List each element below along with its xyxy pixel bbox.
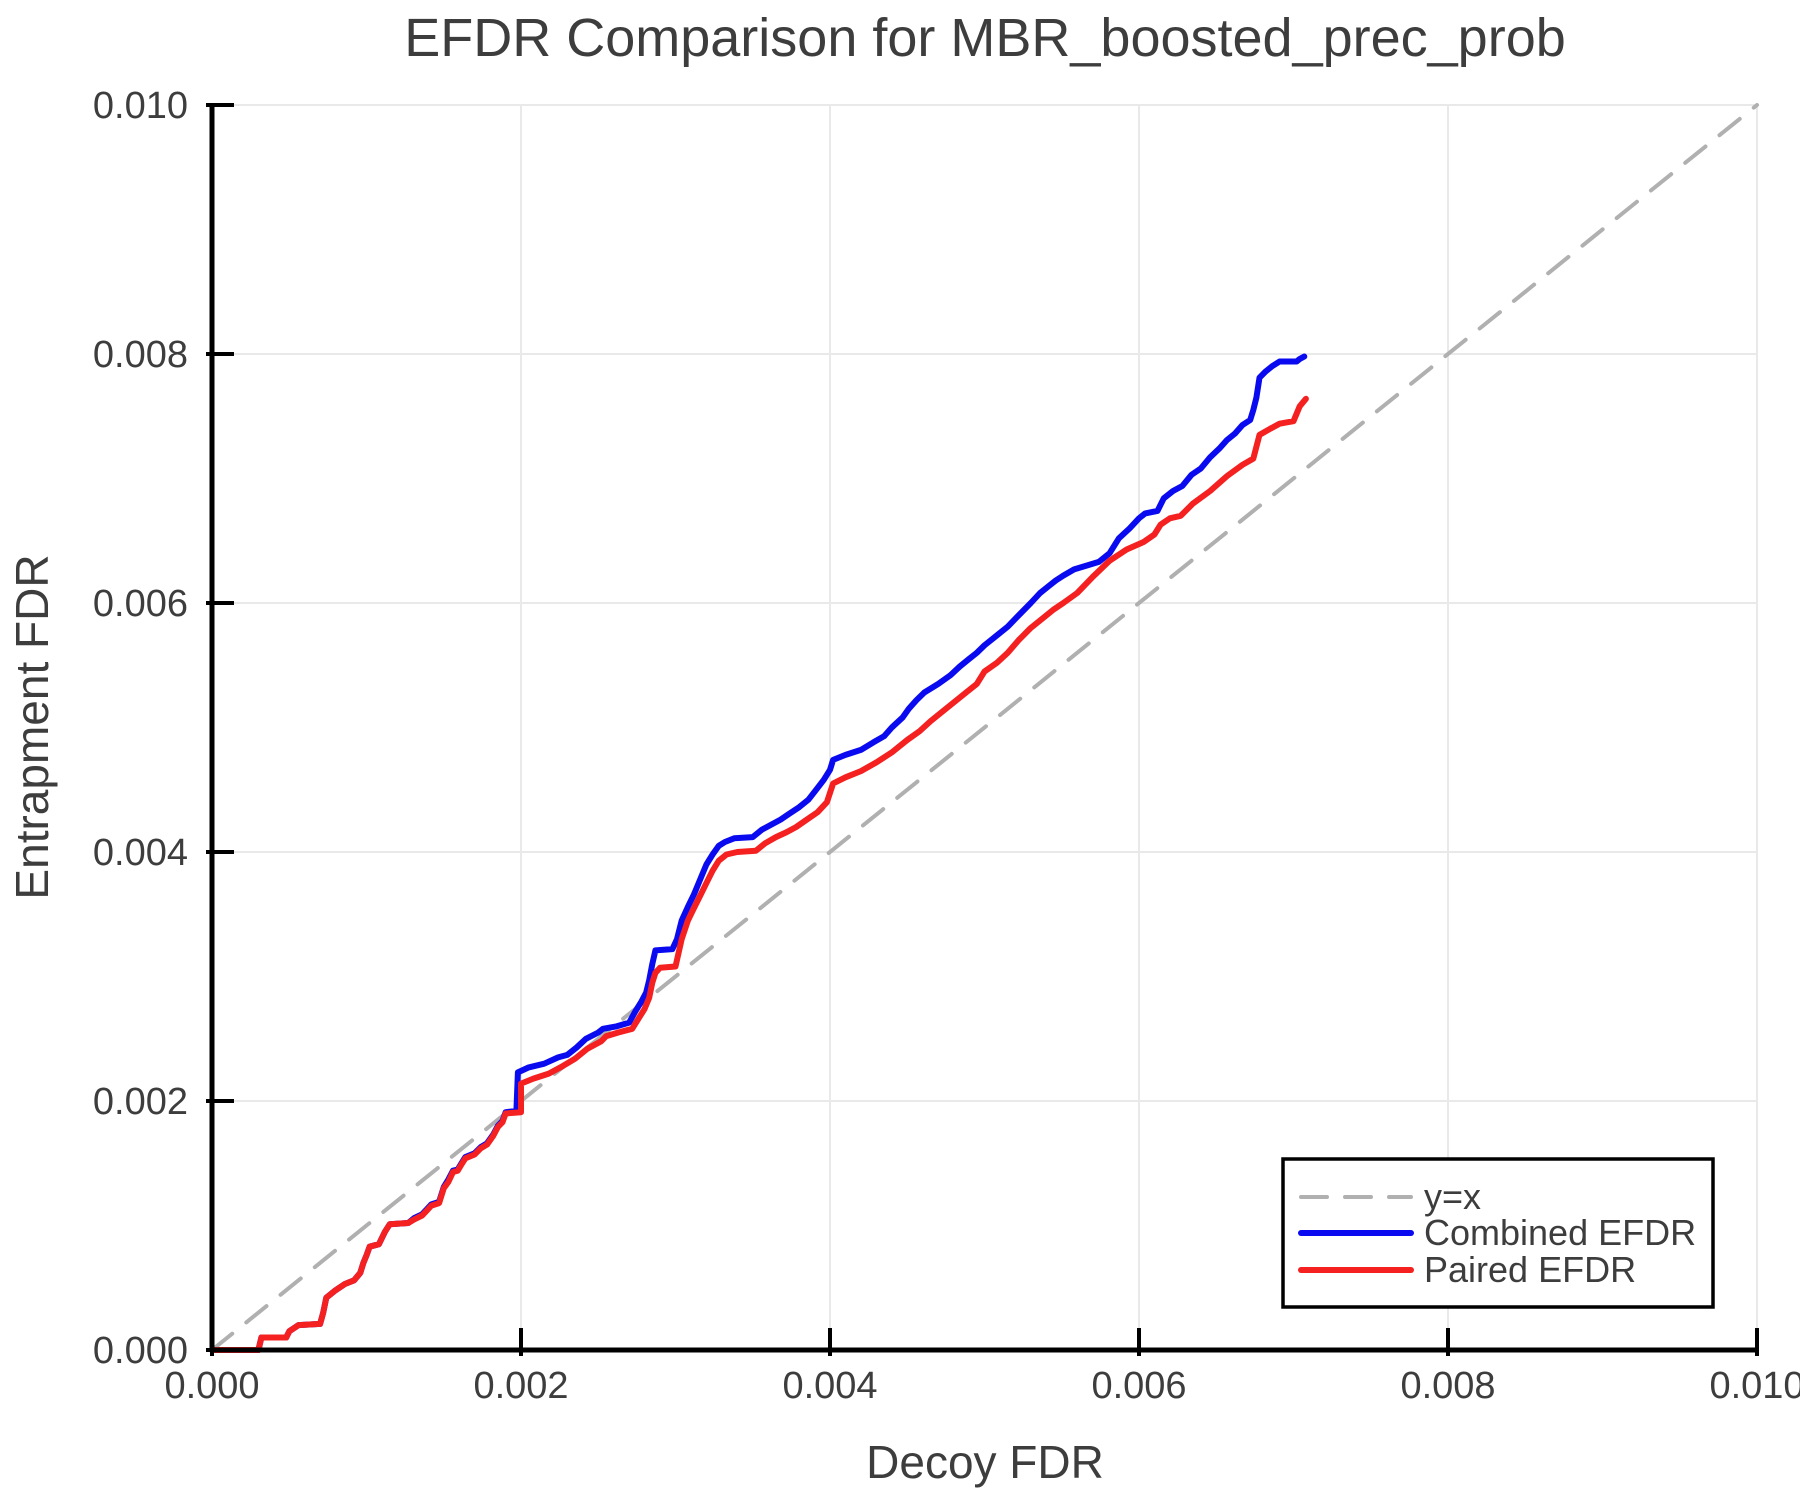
y-tick-label: 0.006 bbox=[93, 583, 188, 625]
y-tick-label: 0.000 bbox=[93, 1330, 188, 1372]
series-y-x bbox=[210, 103, 1759, 1352]
series-combined-efdr bbox=[209, 353, 1308, 1353]
x-tick-label: 0.004 bbox=[782, 1365, 877, 1407]
x-tick-label: 0.006 bbox=[1091, 1365, 1186, 1407]
y-tick-label: 0.008 bbox=[93, 334, 188, 376]
y-tick-label: 0.010 bbox=[93, 85, 188, 127]
x-tick-label: 0.002 bbox=[473, 1365, 568, 1407]
y-tick-label: 0.002 bbox=[93, 1081, 188, 1123]
series-layer bbox=[209, 103, 1759, 1353]
legend-entry-label: Combined EFDR bbox=[1424, 1212, 1696, 1253]
x-tick-label: 0.008 bbox=[1400, 1365, 1495, 1407]
legend-entry-label: y=x bbox=[1424, 1176, 1481, 1217]
y-tick-label: 0.004 bbox=[93, 832, 188, 874]
legend-entry-label: Paired EFDR bbox=[1424, 1249, 1636, 1290]
x-axis-label: Decoy FDR bbox=[866, 1436, 1104, 1488]
tick-layer bbox=[206, 103, 1759, 1356]
y-axis-label: Entrapment FDR bbox=[6, 554, 58, 899]
x-tick-label: 0.010 bbox=[1709, 1365, 1800, 1407]
chart-title: EFDR Comparison for MBR_boosted_prec_pro… bbox=[404, 8, 1566, 68]
series-paired-efdr bbox=[209, 395, 1309, 1353]
tick-label-layer: 0.000 0.002 0.004 0.006 0.008 0.010 0.000 0.002… bbox=[93, 85, 1800, 1407]
axis-spines bbox=[209, 103, 1759, 1353]
x-tick-label: 0.000 bbox=[164, 1365, 259, 1407]
